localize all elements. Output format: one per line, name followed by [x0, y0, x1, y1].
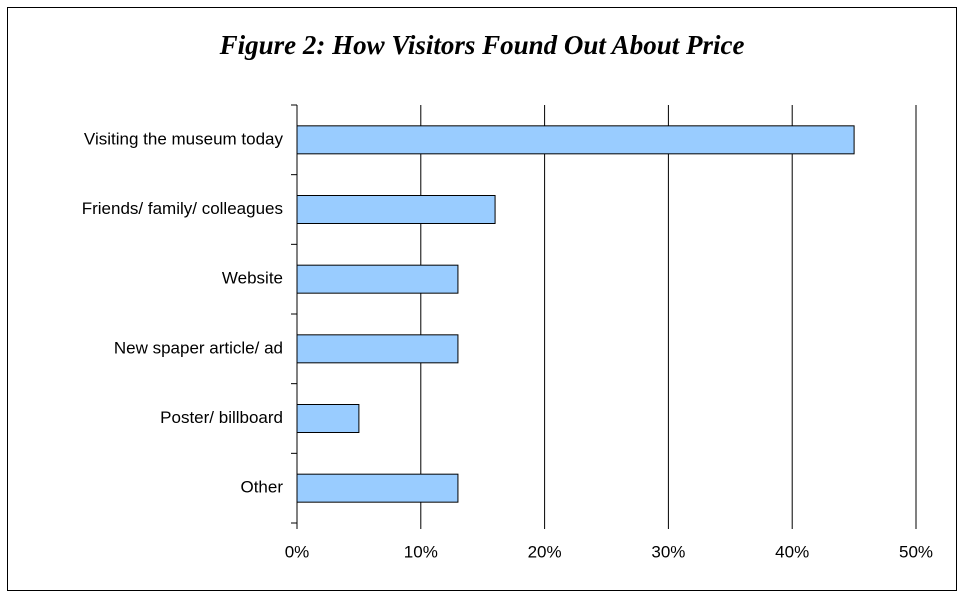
- chart-border: [7, 7, 957, 591]
- bar: [296, 195, 496, 224]
- y-tick-label: Friends/ family/ colleagues: [82, 199, 283, 218]
- bar: [296, 404, 360, 433]
- x-tick-label: 40%: [775, 542, 809, 561]
- y-tick-label: Website: [222, 269, 283, 288]
- y-tick-label: New spaper article/ ad: [114, 338, 283, 357]
- bar: [296, 125, 855, 155]
- x-tick-label: 30%: [651, 542, 685, 561]
- y-tick-label: Poster/ billboard: [160, 408, 283, 427]
- y-tick-label: Visiting the museum today: [84, 129, 284, 148]
- x-tick-label: 0%: [285, 542, 310, 561]
- bar: [296, 334, 459, 364]
- bar: [296, 264, 459, 294]
- x-tick-label: 50%: [899, 542, 933, 561]
- bar: [296, 473, 459, 503]
- chart-title: Figure 2: How Visitors Found Out About P…: [219, 30, 745, 60]
- x-tick-label: 20%: [528, 542, 562, 561]
- y-tick-label: Other: [240, 478, 283, 497]
- x-tick-label: 10%: [404, 542, 438, 561]
